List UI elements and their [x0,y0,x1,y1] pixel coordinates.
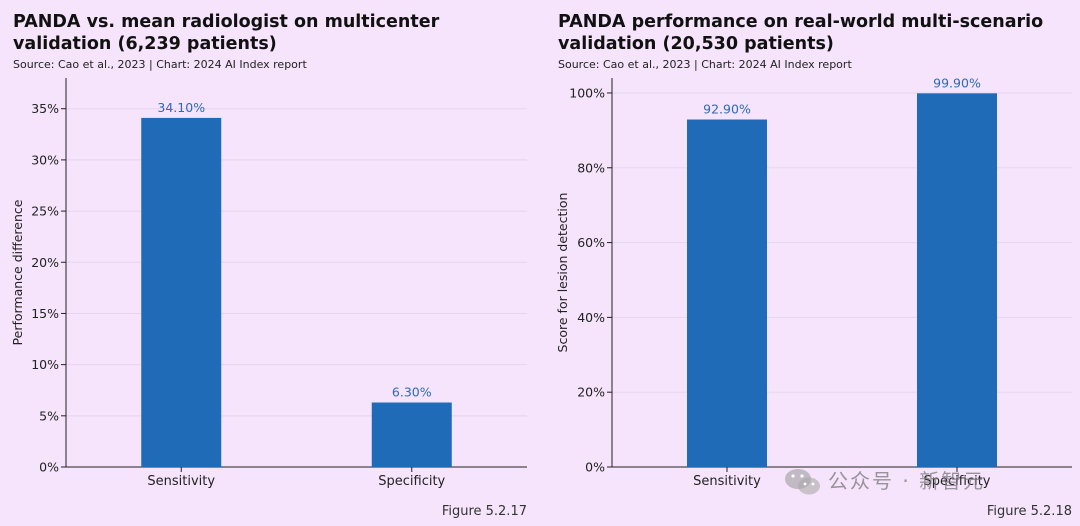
chart-title: PANDA performance on real-world multi-sc… [558,12,1044,54]
y-tick-label: 100% [569,85,605,100]
x-tick-label: Sensitivity [693,474,761,489]
y-tick-label: 40% [577,310,605,325]
y-axis-label: Score for lesion detection [555,193,570,353]
y-tick-label: 30% [31,152,59,167]
data-label: 92.90% [703,102,751,117]
y-tick-label: 80% [577,160,605,175]
bar [141,117,222,468]
chart-source: Source: Cao et al., 2023 | Chart: 2024 A… [558,58,852,71]
figure-label: Figure 5.2.18 [986,504,1072,519]
y-tick-label: 25% [31,204,59,219]
data-label: 99.90% [933,75,981,90]
y-tick-label: 20% [577,385,605,400]
bar-chart: 0% 20% 40% 60% 80% 100% Score for lesion detec… [555,75,1072,489]
y-axis-label: Performance difference [10,199,25,345]
chart-source: Source: Cao et al., 2023 | Chart: 2024 A… [13,58,307,71]
y-tick-label: 10% [31,357,59,372]
y-tick-label: 35% [31,101,59,116]
x-tick-label: Sensitivity [147,474,215,489]
data-label: 6.30% [392,385,432,400]
data-label: 34.10% [157,100,205,115]
bar [687,119,767,467]
x-tick-label: Specificity [378,474,445,489]
wechat-icon [785,469,820,495]
watermark-text: 公众号 · 新智元 [828,469,986,493]
y-tick-label: 0% [39,460,59,475]
y-tick-label: 5% [39,408,59,423]
chart-title: PANDA vs. mean radiologist on multicente… [13,12,440,54]
y-tick-label: 0% [585,460,605,475]
bar-chart: 0% 5% 10% 15% 20% 25% 30% 35% Performance differ… [10,78,527,489]
bar [371,402,452,467]
y-tick-label: 60% [577,235,605,250]
y-tick-label: 15% [31,306,59,321]
x-tick-label: Specificity [924,474,991,489]
chart-panel-left: PANDA vs. mean radiologist on multicente… [0,0,535,526]
bar [917,93,997,468]
y-tick-label: 20% [31,255,59,270]
chart-panel-right: PANDA performance on real-world multi-sc… [545,0,1080,526]
figure-label: Figure 5.2.17 [441,504,527,519]
